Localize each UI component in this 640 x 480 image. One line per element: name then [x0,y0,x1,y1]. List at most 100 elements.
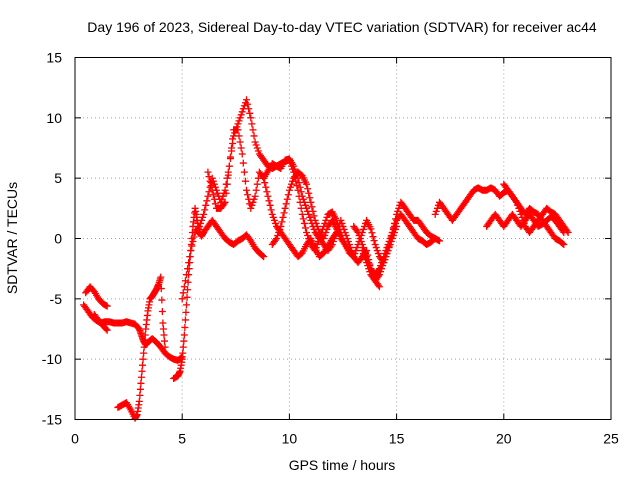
data-point [244,100,252,108]
data-point [235,132,243,140]
data-point [263,188,271,196]
data-point [224,171,232,179]
data-point [161,343,169,351]
x-tick-label: 10 [282,431,298,447]
data-point [516,207,524,215]
data-point [209,191,217,199]
data-point [383,244,391,252]
data-point [381,250,389,258]
data-point [179,343,187,351]
data-point [342,231,350,239]
data-point [322,216,330,224]
data-point [160,331,168,339]
data-point [373,247,381,255]
series-arc-mid-lower [268,168,401,267]
data-point [270,216,278,224]
data-point [298,192,306,200]
y-tick-label: 0 [54,231,62,247]
data-point [353,244,361,252]
data-point [236,114,244,122]
data-point [514,201,522,209]
data-point [103,302,111,310]
data-point [253,144,261,152]
data-point [238,108,246,116]
data-point [337,216,345,224]
x-axis-label: GPS time / hours [289,457,396,473]
data-point [205,188,213,196]
data-point [271,219,279,227]
data-point [210,195,218,203]
data-point [277,222,285,230]
data-point [279,213,287,221]
data-point [182,301,190,309]
data-point [312,219,320,227]
data-point [273,235,281,242]
y-tick-label: -15 [42,412,62,428]
data-point [358,241,366,249]
data-point [341,228,349,236]
data-point [234,120,242,128]
data-point [200,210,208,218]
data-point [267,206,275,214]
data-point [281,204,289,212]
data-point [430,235,438,243]
data-point [248,201,256,209]
data-point [313,222,321,230]
y-tick-label: -5 [50,291,63,307]
data-point [250,195,258,203]
data-point [235,117,243,125]
y-tick-label: 15 [46,50,62,66]
data-point [311,216,319,224]
data-point [103,326,111,334]
data-point [303,228,311,236]
data-point [184,286,192,294]
data-point [517,210,525,218]
data-point [183,293,191,301]
data-point [431,210,439,218]
data-point [305,189,313,197]
data-point [161,337,169,345]
data-point [221,186,229,194]
data-point [375,265,383,273]
data-point [374,281,382,289]
data-point [431,235,439,242]
data-point [222,189,230,197]
data-point [247,204,255,212]
data-point [360,247,368,255]
data-point [102,325,110,333]
data-point [395,204,403,212]
data-point [268,210,276,218]
data-point [280,209,288,217]
data-point [385,238,393,246]
data-point [238,150,246,158]
data-point [390,222,398,230]
data-point [377,262,385,270]
data-point [303,204,311,212]
data-point [261,179,269,187]
data-point [204,168,212,176]
data-point [303,180,311,188]
data-point [432,207,440,215]
data-point [297,188,305,196]
data-point [229,135,237,143]
data-point [250,132,258,140]
data-point [382,247,390,255]
data-point [179,289,187,297]
data-point [252,141,260,149]
data-point [188,242,196,250]
data-point [392,219,400,227]
data-point [563,227,571,235]
data-point [288,180,296,188]
data-point [386,235,394,242]
data-point [243,186,251,194]
data-point [157,273,165,281]
data-point [159,325,167,333]
data-point [221,198,229,206]
data-point [351,250,359,258]
data-point [512,197,520,205]
data-point [136,385,144,393]
data-point [240,102,248,110]
data-point [135,397,143,405]
data-point [278,218,286,226]
plot-marks [80,96,572,422]
